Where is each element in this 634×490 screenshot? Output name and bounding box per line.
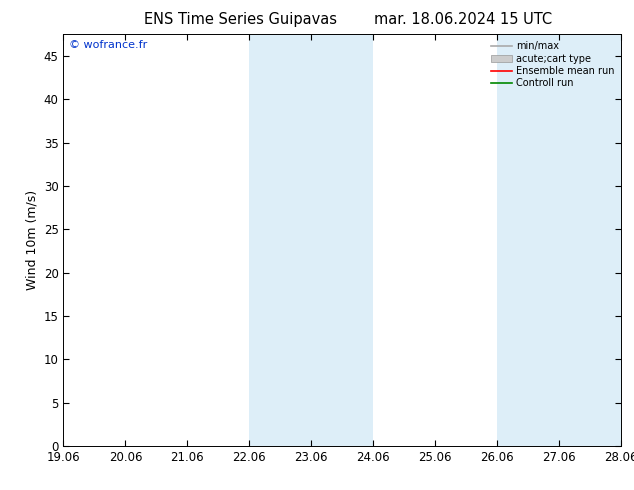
Text: mar. 18.06.2024 15 UTC: mar. 18.06.2024 15 UTC [374, 12, 552, 27]
Text: ENS Time Series Guipavas: ENS Time Series Guipavas [145, 12, 337, 27]
Y-axis label: Wind 10m (m/s): Wind 10m (m/s) [25, 190, 38, 290]
Bar [497, 34, 634, 446]
Bar [249, 34, 373, 446]
Text: © wofrance.fr: © wofrance.fr [69, 41, 147, 50]
Legend: min/max, acute;cart type, Ensemble mean run, Controll run: min/max, acute;cart type, Ensemble mean … [487, 37, 618, 92]
